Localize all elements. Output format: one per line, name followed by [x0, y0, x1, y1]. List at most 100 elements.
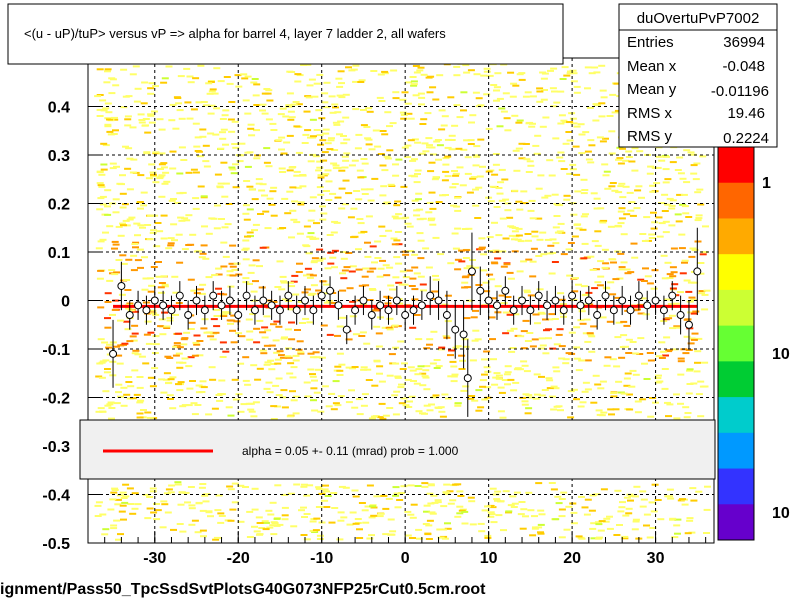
heatmap-cell — [401, 91, 409, 94]
heatmap-cell — [620, 392, 628, 395]
heatmap-cell — [244, 165, 252, 168]
heatmap-cell — [443, 483, 451, 486]
heatmap-cell — [623, 324, 631, 327]
heatmap-cell — [104, 368, 111, 370]
heatmap-cell — [620, 233, 628, 236]
heatmap-cell — [399, 368, 407, 370]
heatmap-cell — [429, 86, 437, 89]
heatmap-cell — [560, 119, 568, 122]
heatmap-cell — [118, 293, 126, 296]
heatmap-cell — [159, 526, 167, 529]
color-scale — [717, 146, 755, 541]
heatmap-cell — [264, 92, 272, 95]
heatmap-cell — [331, 266, 338, 269]
heatmap-cell — [463, 267, 471, 270]
heatmap-cell — [474, 338, 482, 341]
heatmap-cell — [490, 521, 498, 524]
heatmap-cell — [177, 381, 185, 384]
heatmap-cell — [454, 515, 462, 518]
heatmap-cell — [610, 392, 618, 395]
heatmap-cell — [207, 335, 215, 338]
heatmap-cell — [348, 164, 356, 167]
heatmap-cell — [454, 227, 462, 230]
heatmap-cell — [173, 342, 181, 345]
heatmap-cell — [248, 134, 256, 137]
heatmap-cell — [405, 406, 413, 408]
heatmap-cell — [274, 362, 282, 365]
heatmap-cell — [227, 118, 235, 121]
heatmap-cell — [476, 175, 484, 178]
heatmap-cell — [467, 397, 475, 400]
heatmap-cell — [133, 222, 141, 225]
heatmap-cell — [420, 118, 428, 121]
heatmap-cell — [477, 406, 485, 409]
color-scale-tick: 1 — [762, 175, 771, 192]
heatmap-cell — [376, 365, 384, 368]
heatmap-cell — [536, 90, 544, 93]
heatmap-cell — [599, 380, 607, 383]
heatmap-cell — [386, 317, 394, 320]
heatmap-cell — [697, 380, 705, 383]
heatmap-cell — [349, 511, 357, 514]
heatmap-cell — [690, 298, 698, 301]
heatmap-cell — [505, 510, 513, 513]
heatmap-cell — [456, 116, 464, 119]
x-axis: -30 -20 -10 0 10 20 30 — [104, 531, 707, 567]
heatmap-cell — [679, 272, 687, 275]
heatmap-cell — [689, 153, 697, 156]
heatmap-cell — [548, 313, 556, 316]
heatmap-cell — [394, 376, 402, 379]
heatmap-cell — [229, 168, 237, 171]
heatmap-cell — [672, 302, 680, 305]
heatmap-cell — [615, 158, 622, 161]
heatmap-cell — [149, 490, 157, 493]
heatmap-cell — [423, 404, 431, 407]
heatmap-cell — [96, 171, 104, 174]
heatmap-cell — [367, 199, 375, 202]
heatmap-cell — [197, 185, 205, 188]
heatmap-cell — [580, 178, 588, 181]
heatmap-cell — [392, 163, 399, 166]
heatmap-cell — [276, 260, 284, 263]
heatmap-cell — [526, 332, 534, 334]
heatmap-cell — [553, 215, 561, 217]
heatmap-cell — [357, 81, 365, 83]
heatmap-cell — [525, 394, 533, 397]
heatmap-cell — [213, 227, 221, 230]
heatmap-cell — [128, 216, 136, 219]
heatmap-cell — [483, 350, 491, 353]
heatmap-cell — [401, 146, 409, 149]
heatmap-cell — [535, 187, 543, 190]
heatmap-cell — [515, 227, 523, 230]
heatmap-cell — [579, 228, 587, 231]
heatmap-cell — [673, 393, 680, 396]
heatmap-cell — [525, 239, 532, 242]
heatmap-cell — [129, 335, 137, 338]
heatmap-cell — [426, 409, 434, 412]
heatmap-cell — [366, 270, 374, 273]
heatmap-cell — [342, 179, 350, 182]
heatmap-cell — [337, 519, 345, 522]
heatmap-cell — [410, 84, 418, 87]
heatmap-cell — [132, 310, 139, 313]
heatmap-cell — [469, 523, 477, 526]
heatmap-cell — [426, 338, 434, 341]
heatmap-cell — [97, 407, 105, 410]
profile-point — [259, 296, 268, 305]
heatmap-cell — [244, 112, 252, 115]
heatmap-cell — [138, 355, 146, 358]
heatmap-cell — [99, 203, 107, 206]
heatmap-cell — [253, 327, 261, 330]
heatmap-cell — [183, 331, 191, 334]
heatmap-cell — [406, 225, 414, 228]
heatmap-cell — [309, 238, 317, 240]
heatmap-cell — [571, 235, 579, 238]
heatmap-cell — [297, 351, 305, 354]
heatmap-cell — [642, 313, 650, 316]
heatmap-cell — [144, 411, 152, 414]
heatmap-cell — [120, 224, 127, 227]
color-scale-band — [718, 504, 754, 541]
heatmap-cell — [434, 501, 442, 504]
heatmap-cell — [334, 111, 342, 114]
heatmap-cell — [514, 367, 522, 370]
